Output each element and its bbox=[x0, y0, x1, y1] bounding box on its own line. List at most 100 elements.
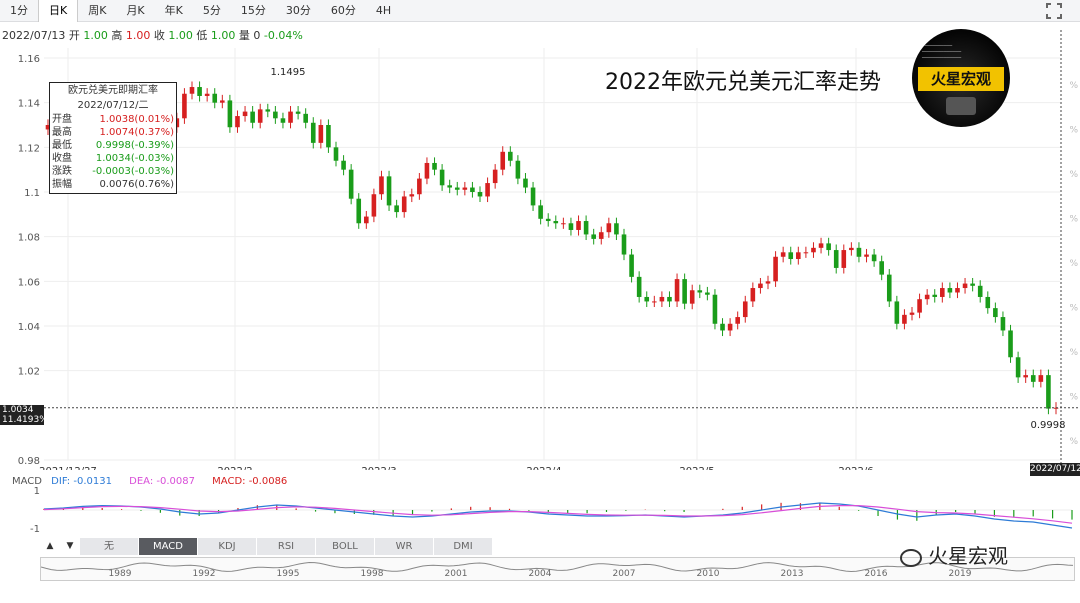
logo-text: 火星宏观 bbox=[918, 67, 1004, 91]
candle-body bbox=[1030, 375, 1036, 382]
tooltip-row-value: 1.0038(0.01%) bbox=[99, 114, 174, 125]
candle-body bbox=[538, 205, 543, 219]
period-tab[interactable]: 5分 bbox=[202, 3, 221, 17]
candle-body bbox=[257, 109, 263, 123]
candle-body bbox=[909, 312, 915, 315]
macd-legend: MACD DIF: -0.0131 DEA: -0.0087 MACD: -0.… bbox=[12, 476, 301, 487]
candle-body bbox=[811, 247, 816, 253]
watermark-text: 火星宏观 bbox=[928, 544, 1008, 568]
indicator-tab[interactable]: DMI bbox=[434, 538, 493, 555]
candle-body bbox=[470, 187, 475, 192]
candle-body bbox=[265, 109, 271, 112]
crosshair-date-tag: 2022/07/12 bbox=[1030, 463, 1080, 476]
candle-body bbox=[204, 93, 210, 96]
tooltip-row-label: 开盘 bbox=[52, 114, 72, 125]
candle-body bbox=[250, 111, 255, 123]
indicator-tab[interactable]: RSI bbox=[257, 538, 316, 555]
scroll-up-arrow-icon[interactable]: ▲ bbox=[40, 538, 60, 555]
navigator-plot: 1989 1992 1995 1998 2001 2004 2007 2010 2013 2016… bbox=[40, 561, 1074, 579]
current-price: 1.0034 bbox=[2, 405, 34, 415]
tooltip-row-value: -0.0003(-0.03%) bbox=[92, 166, 174, 177]
indicator-tab[interactable]: WR bbox=[375, 538, 434, 555]
candle-body bbox=[879, 261, 884, 275]
navigator-year-label: 1989 bbox=[109, 569, 132, 579]
period-toolbar: 1分 日K 周K 月K 年K 5分 15分 30分 60分 4H bbox=[0, 0, 1080, 22]
candle-body bbox=[750, 288, 756, 302]
candle-body bbox=[417, 178, 422, 195]
candle-body bbox=[1046, 375, 1051, 409]
tooltip-row: 最高 1.0074(0.37%) bbox=[50, 126, 176, 139]
ohlc-date: 2022/07/13 bbox=[2, 29, 66, 42]
candle-body bbox=[508, 151, 513, 161]
scroll-down-arrow-icon[interactable]: ▼ bbox=[60, 538, 80, 555]
indicator-tab[interactable]: MACD bbox=[139, 538, 198, 555]
y-tick-label: 1.12 bbox=[18, 143, 40, 154]
x-tick-label: 2022/4 bbox=[526, 466, 561, 470]
candle-body bbox=[659, 296, 665, 302]
candle-body bbox=[394, 205, 399, 213]
candle-body bbox=[652, 301, 657, 303]
candle-body bbox=[1023, 375, 1028, 378]
candle-body bbox=[803, 252, 809, 254]
indicator-tab[interactable]: 无 bbox=[80, 538, 139, 555]
candle-body bbox=[977, 285, 983, 297]
navigator-year-label: 1995 bbox=[277, 569, 300, 579]
indicator-tab[interactable]: BOLL bbox=[316, 538, 375, 555]
navigator-year-label: 2016 bbox=[865, 569, 888, 579]
macd-y-tick: -1 bbox=[30, 524, 40, 535]
candle-body bbox=[902, 314, 907, 324]
x-tick-label: 2022/6 bbox=[838, 466, 873, 470]
candle-body bbox=[379, 176, 384, 195]
navigator-year-label: 2019 bbox=[949, 569, 972, 579]
candle-body bbox=[561, 223, 566, 225]
period-tab[interactable]: 30分 bbox=[285, 3, 311, 17]
period-tab[interactable]: 月K bbox=[126, 3, 145, 17]
ohlc-open: 1.00 bbox=[83, 29, 108, 42]
period-tab[interactable]: 60分 bbox=[330, 3, 356, 17]
candle-body bbox=[341, 160, 346, 170]
candle-body bbox=[197, 87, 202, 96]
ohlc-open-label: 开 bbox=[68, 29, 80, 42]
tooltip-row: 收盘 1.0034(-0.03%) bbox=[50, 152, 176, 165]
candle-body bbox=[947, 288, 953, 293]
candle-body bbox=[583, 221, 589, 235]
period-tab[interactable]: 周K bbox=[88, 3, 107, 17]
tooltip-row-value: 1.0034(-0.03%) bbox=[95, 153, 174, 164]
candle-body bbox=[220, 100, 225, 103]
chart-title: 2022年欧元兑美元汇率走势 bbox=[605, 70, 881, 95]
candle-body bbox=[826, 243, 831, 251]
candle-body bbox=[667, 296, 672, 302]
candle-body bbox=[735, 317, 740, 324]
ohlc-info-line: 2022/07/13 开 1.00 高 1.00 收 1.00 低 1.00 量… bbox=[2, 27, 303, 43]
period-tab[interactable]: 日K bbox=[38, 0, 79, 22]
x-tick-label: 2022/2 bbox=[217, 466, 252, 470]
candle-body bbox=[758, 283, 763, 289]
tooltip-row: 振幅 0.0076(0.76%) bbox=[50, 178, 176, 191]
y-tick-label: 1.04 bbox=[18, 322, 40, 333]
ohlc-low-label: 低 bbox=[196, 29, 208, 42]
candlestick-chart[interactable]: 1.16 1.14 1.12 1.1 1.08 1.06 1.04 1.02 0.98%%%%%… bbox=[0, 0, 1080, 470]
period-tab[interactable]: 年K bbox=[164, 3, 183, 17]
ohlc-low: 1.00 bbox=[210, 29, 236, 42]
wechat-watermark: 火星宏观 bbox=[900, 540, 1008, 569]
fullscreen-icon[interactable] bbox=[1046, 3, 1062, 19]
tooltip-row-label: 振幅 bbox=[52, 179, 72, 190]
logo-fine-print: ────────── ───────────── ───────────── bbox=[922, 43, 962, 61]
candle-body bbox=[212, 93, 218, 103]
period-tab[interactable]: 15分 bbox=[240, 3, 266, 17]
right-tick-label: % bbox=[1069, 348, 1078, 358]
x-tick-label: 2022/3 bbox=[361, 466, 396, 470]
period-tab[interactable]: 4H bbox=[375, 3, 392, 17]
candle-body bbox=[864, 254, 869, 257]
period-tab[interactable]: 1分 bbox=[10, 3, 28, 17]
candle-body bbox=[348, 169, 354, 199]
candle-body bbox=[235, 116, 240, 128]
candle-body bbox=[598, 232, 604, 239]
candle-body bbox=[712, 294, 718, 324]
navigator-year-label: 2001 bbox=[445, 569, 468, 579]
candle-body bbox=[439, 169, 445, 186]
candle-body bbox=[45, 125, 51, 130]
right-tick-label: % bbox=[1069, 81, 1078, 91]
navigator-year-label: 2004 bbox=[529, 569, 552, 579]
indicator-tab[interactable]: KDJ bbox=[198, 538, 257, 555]
